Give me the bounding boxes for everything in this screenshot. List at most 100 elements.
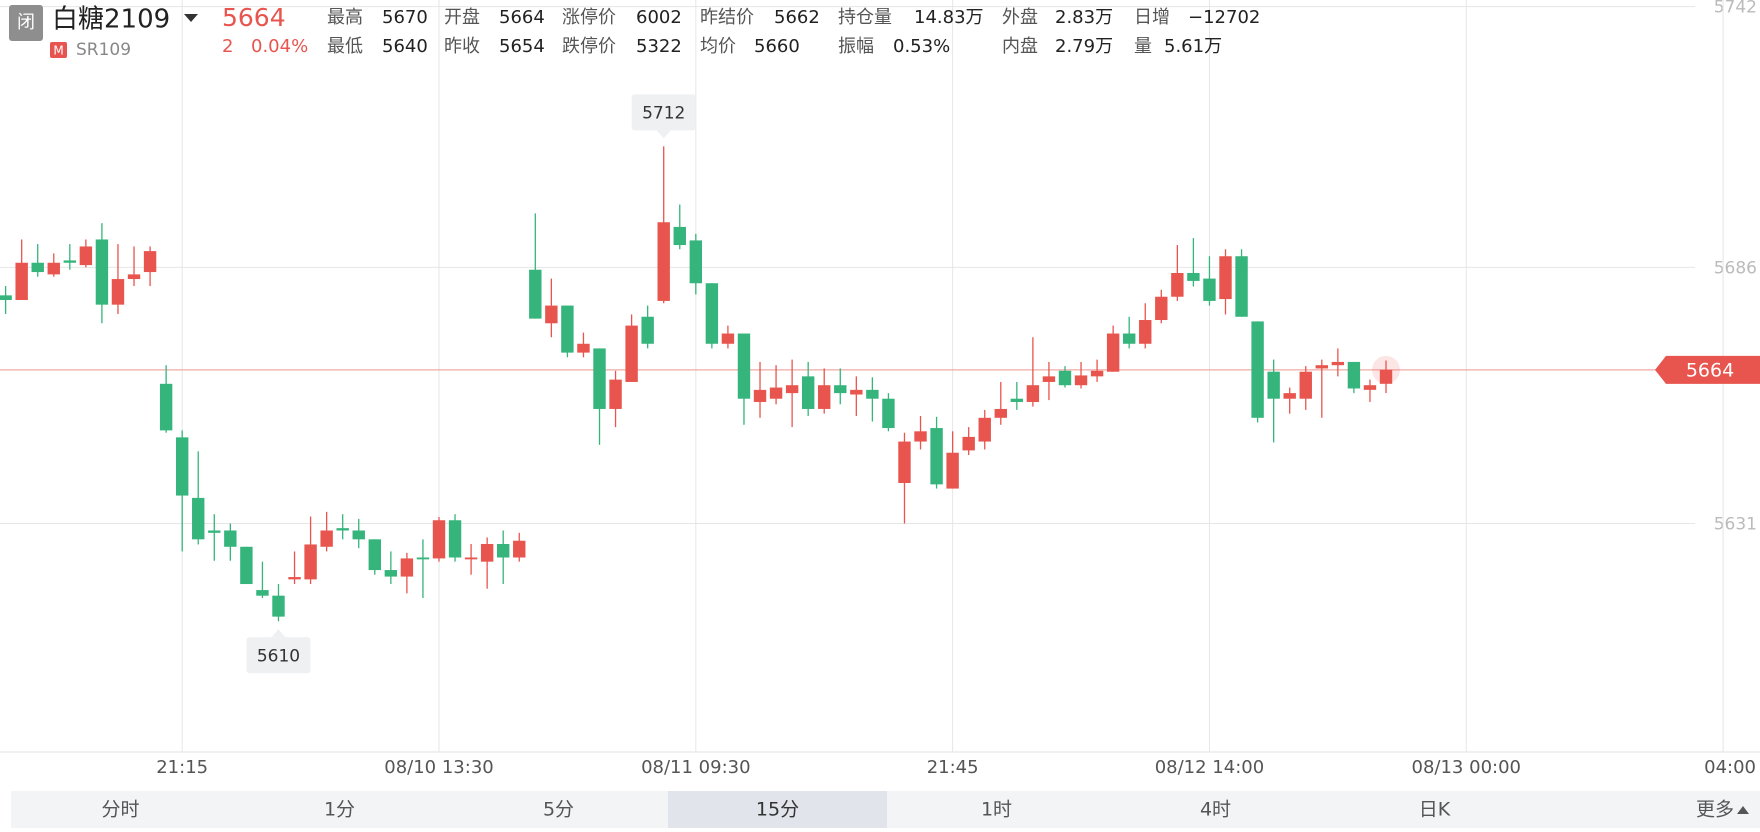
candle-body [111, 279, 125, 305]
more-arrow[interactable] [1737, 806, 1749, 814]
period-tab[interactable]: 1分 [324, 799, 355, 821]
period-tabs: 分时 1分 5分 15分 1时 4时 日K 更多 [11, 791, 1760, 828]
stat-label: 持仓量 [838, 7, 892, 28]
candle-body [304, 544, 317, 580]
stat-value: 5322 [636, 36, 682, 57]
candle-body [657, 222, 670, 301]
grid: 5742 5686 5631 21:15 08/10 13:30 08/11 09:30 2… [0, 0, 1760, 778]
stat-label: 最低 [327, 36, 363, 57]
candle-body [432, 520, 446, 559]
stat-value: 14.83万 [914, 7, 984, 28]
candle-body [400, 558, 414, 577]
stat-label: 外盘 [1002, 7, 1038, 28]
candle-body [978, 417, 991, 442]
candle-body [801, 376, 815, 409]
candle-body [480, 543, 494, 562]
stat-label: 量 [1134, 36, 1152, 57]
candle-body [15, 262, 28, 300]
candle-body [641, 316, 654, 344]
extreme-label: 5712 [642, 103, 685, 123]
candle-body [464, 557, 478, 560]
stat-label: 均价 [700, 36, 736, 57]
candle-body [1363, 385, 1377, 390]
tab-selected-bg [668, 791, 887, 828]
stat-value: 5654 [499, 36, 545, 57]
candle-body [1058, 370, 1072, 386]
period-tab[interactable]: 分时 [101, 799, 139, 821]
stat-value: 5662 [774, 7, 820, 28]
stat-label: 内盘 [1002, 36, 1038, 57]
stat-value: 5.61万 [1164, 36, 1222, 57]
x-tick-label: 21:15 [156, 757, 208, 778]
status-text: 闭 [17, 12, 35, 33]
candle-body [1219, 256, 1232, 300]
stat-value: 0.53% [893, 36, 950, 57]
instrument-code: SR109 [76, 40, 131, 60]
extreme-box [631, 94, 696, 131]
extreme-pointer [656, 130, 671, 139]
stat-value: 5640 [382, 36, 428, 57]
candles: 5712 5610 5664 [0, 94, 1760, 674]
extreme-pointer [271, 629, 286, 638]
dropdown-arrow[interactable] [184, 14, 198, 22]
period-tab[interactable]: 4时 [1200, 799, 1231, 821]
header: 闭 白糖2109 5664 2 0.04% M SR109 最高 5670 开盘 56… [9, 3, 1260, 60]
stat-label: 振幅 [838, 36, 874, 57]
candle-body [962, 436, 975, 451]
candle-body [497, 543, 510, 558]
candle-body [159, 383, 173, 431]
candle-body [1283, 393, 1296, 399]
period-tab[interactable]: 5分 [543, 799, 574, 821]
stat-label: 开盘 [444, 7, 480, 28]
candle-body [1090, 370, 1104, 377]
period-tab[interactable]: 15分 [756, 799, 799, 821]
period-tab[interactable]: 日K [1419, 799, 1451, 821]
stat-value: 5660 [754, 36, 800, 57]
candle-body [288, 577, 301, 580]
period-tab[interactable]: 1时 [981, 799, 1012, 821]
price-change-pct: 0.04% [251, 36, 308, 57]
candle-body [625, 325, 638, 382]
x-tick-label: 08/10 13:30 [384, 757, 493, 778]
stat-value: 2.79万 [1055, 36, 1113, 57]
candle-body [1347, 361, 1361, 389]
stat-label: 日增 [1134, 7, 1170, 28]
candle-body [336, 528, 349, 531]
candle-body [850, 389, 863, 395]
candle-body [192, 497, 205, 540]
candle-body [914, 431, 927, 442]
candle-body [818, 385, 831, 409]
y-tick-label: 5631 [1714, 515, 1757, 535]
candle-body [1251, 321, 1264, 418]
candle-body [1187, 272, 1200, 281]
candle-body [448, 520, 462, 558]
x-tick-label: 08/13 00:00 [1412, 757, 1521, 778]
extreme-label: 5610 [257, 646, 300, 666]
period-tab[interactable]: 更多 [1696, 799, 1734, 821]
y-tick-label: 5686 [1714, 258, 1757, 278]
candle-body [721, 333, 735, 344]
market-icon-text: M [53, 44, 63, 58]
x-tick-label: 04:00 [1704, 757, 1756, 778]
candle-body [577, 343, 590, 353]
candle-body [737, 333, 751, 399]
candle-body [1315, 365, 1329, 369]
candle-body [31, 262, 44, 273]
candle-body [256, 590, 269, 596]
candle-body [0, 295, 12, 300]
candle-body [1235, 256, 1248, 317]
candle-body [689, 240, 703, 284]
candle-body [224, 530, 237, 547]
stat-label: 跌停价 [562, 36, 616, 57]
x-tick-label: 08/11 09:30 [641, 757, 750, 778]
candle-body [272, 595, 285, 617]
stat-value: 5664 [499, 7, 545, 28]
candle-body [143, 251, 157, 273]
candle-body [416, 557, 430, 560]
last-price-tag [1655, 355, 1760, 384]
candle-body [1139, 320, 1152, 344]
candle-body [1010, 398, 1024, 402]
last-price: 5664 [222, 3, 286, 32]
instrument-name[interactable]: 白糖2109 [52, 5, 170, 35]
